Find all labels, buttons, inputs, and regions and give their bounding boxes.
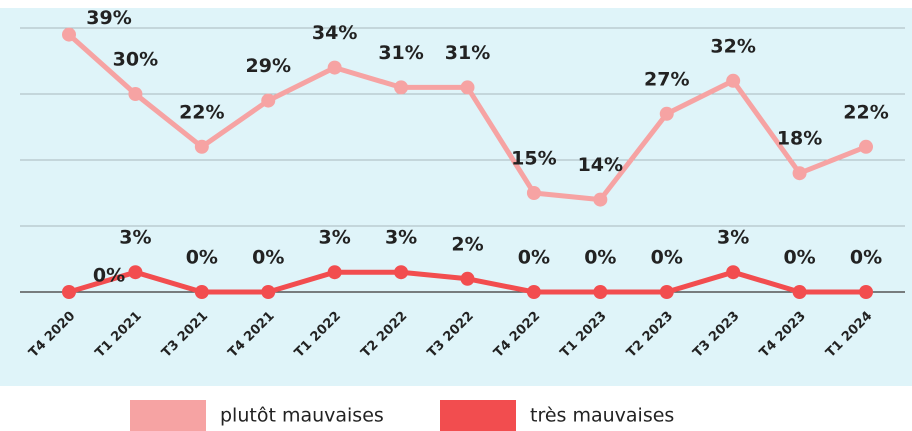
data-label: 0% <box>850 247 882 269</box>
data-label: 15% <box>511 148 556 170</box>
data-label: 39% <box>86 7 131 29</box>
point <box>526 186 541 200</box>
data-label: 18% <box>777 128 822 150</box>
point <box>62 285 76 299</box>
point <box>593 285 608 299</box>
data-label: 0% <box>584 247 616 269</box>
point <box>394 80 409 95</box>
data-label: 3% <box>717 227 749 249</box>
legend-swatch <box>130 400 206 431</box>
legend-label: plutôt mauvaises <box>220 405 384 427</box>
point <box>128 265 143 280</box>
data-label: 3% <box>319 227 351 249</box>
data-label: 32% <box>710 35 755 57</box>
point <box>128 87 143 101</box>
point <box>659 106 674 121</box>
legend-label: très mauvaises <box>530 405 674 427</box>
legend-swatch <box>440 400 516 431</box>
point <box>460 80 475 95</box>
data-label: 22% <box>843 101 888 123</box>
data-label: 27% <box>644 68 689 90</box>
data-label: 34% <box>312 22 357 44</box>
data-label: 0% <box>651 247 683 269</box>
point <box>194 285 209 299</box>
data-label: 30% <box>113 49 158 71</box>
point <box>327 265 342 280</box>
point <box>659 285 674 299</box>
data-label: 3% <box>119 227 151 249</box>
point <box>792 285 807 299</box>
point <box>859 285 873 299</box>
point <box>194 139 209 154</box>
data-label: 31% <box>378 42 423 64</box>
data-label: 14% <box>578 154 623 176</box>
point <box>526 285 541 299</box>
data-label: 0% <box>783 247 815 269</box>
point <box>726 73 741 88</box>
point <box>460 271 475 286</box>
data-label: 22% <box>179 101 224 123</box>
point <box>726 265 741 280</box>
data-label: 0% <box>518 247 550 269</box>
point <box>593 192 608 207</box>
data-label: 0% <box>252 247 284 269</box>
point <box>859 139 873 154</box>
data-label: 3% <box>385 227 417 249</box>
point <box>792 166 807 181</box>
point <box>394 265 409 280</box>
point <box>261 285 276 299</box>
point <box>261 93 276 108</box>
data-label: 2% <box>451 233 483 255</box>
data-label: 31% <box>445 42 490 64</box>
point <box>62 27 76 42</box>
data-label: 29% <box>246 55 291 77</box>
point <box>327 60 342 75</box>
data-label: 0% <box>186 247 218 269</box>
plot-background <box>0 8 912 386</box>
data-label: 0% <box>93 265 125 287</box>
